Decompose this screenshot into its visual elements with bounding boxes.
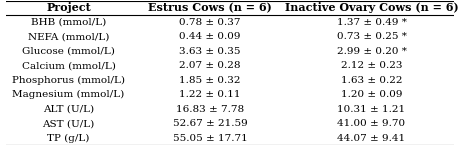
Text: 2.99 ± 0.20 *: 2.99 ± 0.20 * — [337, 47, 406, 56]
Text: Inactive Ovary Cows (n = 6): Inactive Ovary Cows (n = 6) — [284, 2, 458, 13]
Text: NEFA (mmol/L): NEFA (mmol/L) — [28, 32, 109, 41]
Text: Magnesium (mmol/L): Magnesium (mmol/L) — [12, 90, 125, 99]
Text: Calcium (mmol/L): Calcium (mmol/L) — [22, 61, 116, 70]
Text: ALT (U/L): ALT (U/L) — [43, 105, 94, 114]
Text: 52.67 ± 21.59: 52.67 ± 21.59 — [173, 119, 247, 128]
Text: Estrus Cows (n = 6): Estrus Cows (n = 6) — [148, 2, 272, 13]
Text: 0.73 ± 0.25 *: 0.73 ± 0.25 * — [337, 32, 406, 41]
Text: 2.12 ± 0.23: 2.12 ± 0.23 — [341, 61, 402, 70]
Text: 2.07 ± 0.28: 2.07 ± 0.28 — [179, 61, 241, 70]
Text: 3.63 ± 0.35: 3.63 ± 0.35 — [179, 47, 241, 56]
Text: AST (U/L): AST (U/L) — [43, 119, 95, 128]
Text: 0.78 ± 0.37: 0.78 ± 0.37 — [179, 18, 241, 27]
Text: 0.44 ± 0.09: 0.44 ± 0.09 — [179, 32, 241, 41]
Text: 16.83 ± 7.78: 16.83 ± 7.78 — [176, 105, 244, 114]
Text: Phosphorus (mmol/L): Phosphorus (mmol/L) — [12, 76, 125, 85]
Text: 1.37 ± 0.49 *: 1.37 ± 0.49 * — [337, 18, 406, 27]
Text: 55.05 ± 17.71: 55.05 ± 17.71 — [173, 134, 247, 143]
Text: TP (g/L): TP (g/L) — [47, 133, 90, 143]
Text: 1.63 ± 0.22: 1.63 ± 0.22 — [341, 76, 402, 85]
Text: 44.07 ± 9.41: 44.07 ± 9.41 — [337, 134, 406, 143]
Text: Project: Project — [46, 2, 91, 13]
Text: 10.31 ± 1.21: 10.31 ± 1.21 — [337, 105, 406, 114]
Text: 41.00 ± 9.70: 41.00 ± 9.70 — [337, 119, 406, 128]
Text: BHB (mmol/L): BHB (mmol/L) — [31, 18, 106, 27]
Text: Glucose (mmol/L): Glucose (mmol/L) — [22, 47, 115, 56]
Text: 1.22 ± 0.11: 1.22 ± 0.11 — [179, 90, 241, 99]
Text: 1.20 ± 0.09: 1.20 ± 0.09 — [341, 90, 402, 99]
Text: 1.85 ± 0.32: 1.85 ± 0.32 — [179, 76, 241, 85]
